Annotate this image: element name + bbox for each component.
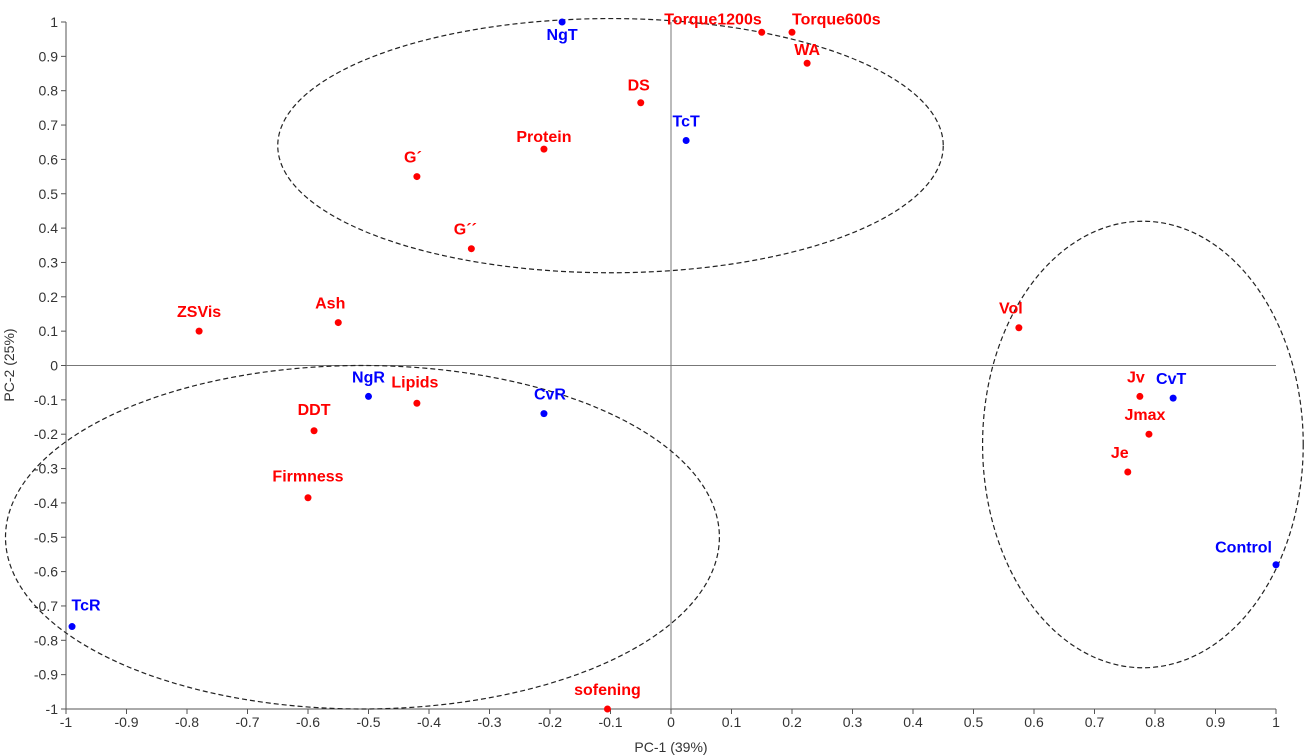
x-tick-label: 0.3 [843,714,863,730]
y-tick-label: 0.7 [39,117,59,133]
point-label-ash: Ash [315,296,345,313]
point-torque600s [788,28,796,36]
point-ddt [310,427,318,435]
point-label-vol: Vol [999,301,1023,318]
point-label-torque600s: Torque600s [792,11,881,28]
point-tct [682,137,690,145]
point-ngt [558,18,566,26]
y-tick-label: 0.8 [39,83,59,99]
axes: -1 -0.9 -0.8 -0.7 -0.6 -0.5 -0.4 -0.3 -0.2 -0.1 0 0… [34,14,1280,730]
y-tick-label: 0.9 [39,48,59,64]
y-tick-label: -0.1 [34,392,58,408]
y-tick-label: 0.5 [39,186,59,202]
point-label-zsvis: ZSVis [177,304,221,321]
x-tick-label: -1 [60,714,73,730]
point-wa [803,59,811,67]
point-label-g-: G´´ [454,222,477,239]
point-jmax [1145,430,1153,438]
point-label-ngt: NgT [547,27,578,44]
x-axis-title: PC-1 (39%) [634,739,707,755]
y-tick-label: 0.6 [39,151,59,167]
point-protein [540,145,548,153]
point-lipids [413,399,421,407]
point-label-wa: WA [794,42,820,59]
point-label-jmax: Jmax [1124,407,1165,424]
point-label-cvr: CvR [534,387,566,404]
point-firmness [304,494,312,502]
point-label-tcr: TcR [72,598,101,615]
point-label-protein: Protein [516,129,571,146]
point-vol [1015,324,1023,332]
point-ngr [365,392,372,400]
x-tick-label: 0.2 [782,714,802,730]
x-tick-label: -0.9 [114,714,138,730]
x-tick-label: 0.6 [1024,714,1044,730]
point-label-lipids: Lipids [391,374,438,391]
y-tick-label: 0.3 [39,254,59,270]
y-tick-label: -0.8 [34,632,58,648]
x-tick-label: -0.1 [598,714,622,730]
x-tick-label: -0.2 [538,714,562,730]
data-points: Torque1200s Torque600s WA DS Protein G´ G´´ ZSV… [68,11,1280,713]
y-tick-label: 0.1 [39,323,59,339]
x-tick-label: -0.7 [235,714,259,730]
point-label-torque1200s: Torque1200s [664,11,762,28]
x-tick-label: -0.5 [356,714,380,730]
point-label-jv: Jv [1127,369,1145,386]
x-tick-label: -0.6 [296,714,320,730]
point-g- [467,245,475,253]
x-tick-label: -0.3 [477,714,501,730]
y-tick-label: -0.5 [34,529,58,545]
point-je [1124,468,1132,476]
y-tick-label: 0.4 [39,220,59,236]
y-tick-label: 0.2 [39,289,59,305]
x-tick-label: 0.7 [1085,714,1105,730]
point-label-firmness: Firmness [272,469,343,486]
x-tick-label: -0.8 [175,714,199,730]
group-ellipse [4,364,721,710]
y-tick-label: -0.6 [34,564,58,580]
point-cvr [540,410,548,418]
point-label-ds: DS [628,78,651,95]
point-label-cvt: CvT [1156,371,1186,388]
y-tick-label: 1 [50,14,58,30]
x-tick-label: 0.4 [903,714,923,730]
point-zsvis [195,327,203,335]
point-label-ddt: DDT [298,402,331,419]
point-label-je: Je [1111,445,1129,462]
point-control [1272,561,1280,569]
point-jv [1136,392,1144,400]
point-cvt [1169,394,1177,402]
point-ds [637,99,645,107]
group-ellipse [981,220,1304,669]
y-tick-label: 0 [50,358,58,374]
point-torque1200s [758,28,766,36]
x-tick-label: 0.5 [964,714,984,730]
point-sofening [603,705,611,713]
group-ellipses [4,17,1304,710]
x-tick-label: -0.4 [417,714,441,730]
y-tick-label: -0.3 [34,461,58,477]
y-tick-label: -0.7 [34,598,58,614]
x-tick-label: 0.1 [722,714,742,730]
x-tick-label: 0.9 [1206,714,1226,730]
y-tick-label: -0.2 [34,426,58,442]
point-label-sofening: sofening [574,682,641,699]
y-axis-title: PC-2 (25%) [1,328,17,401]
point-label-tct: TcT [672,114,699,131]
y-tick-label: -1 [46,701,59,717]
x-tick-label: 0.8 [1145,714,1165,730]
y-tick-label: -0.4 [34,495,58,511]
point-ash [334,319,342,327]
x-tick-label: 1 [1272,714,1280,730]
y-tick-label: -0.9 [34,667,58,683]
point-tcr [68,623,76,631]
group-ellipse [277,17,944,274]
point-label-g-: G´ [404,150,422,167]
point-g- [413,173,421,181]
point-label-control: Control [1215,540,1272,557]
point-label-ngr: NgR [352,369,385,386]
x-tick-label: 0 [667,714,675,730]
